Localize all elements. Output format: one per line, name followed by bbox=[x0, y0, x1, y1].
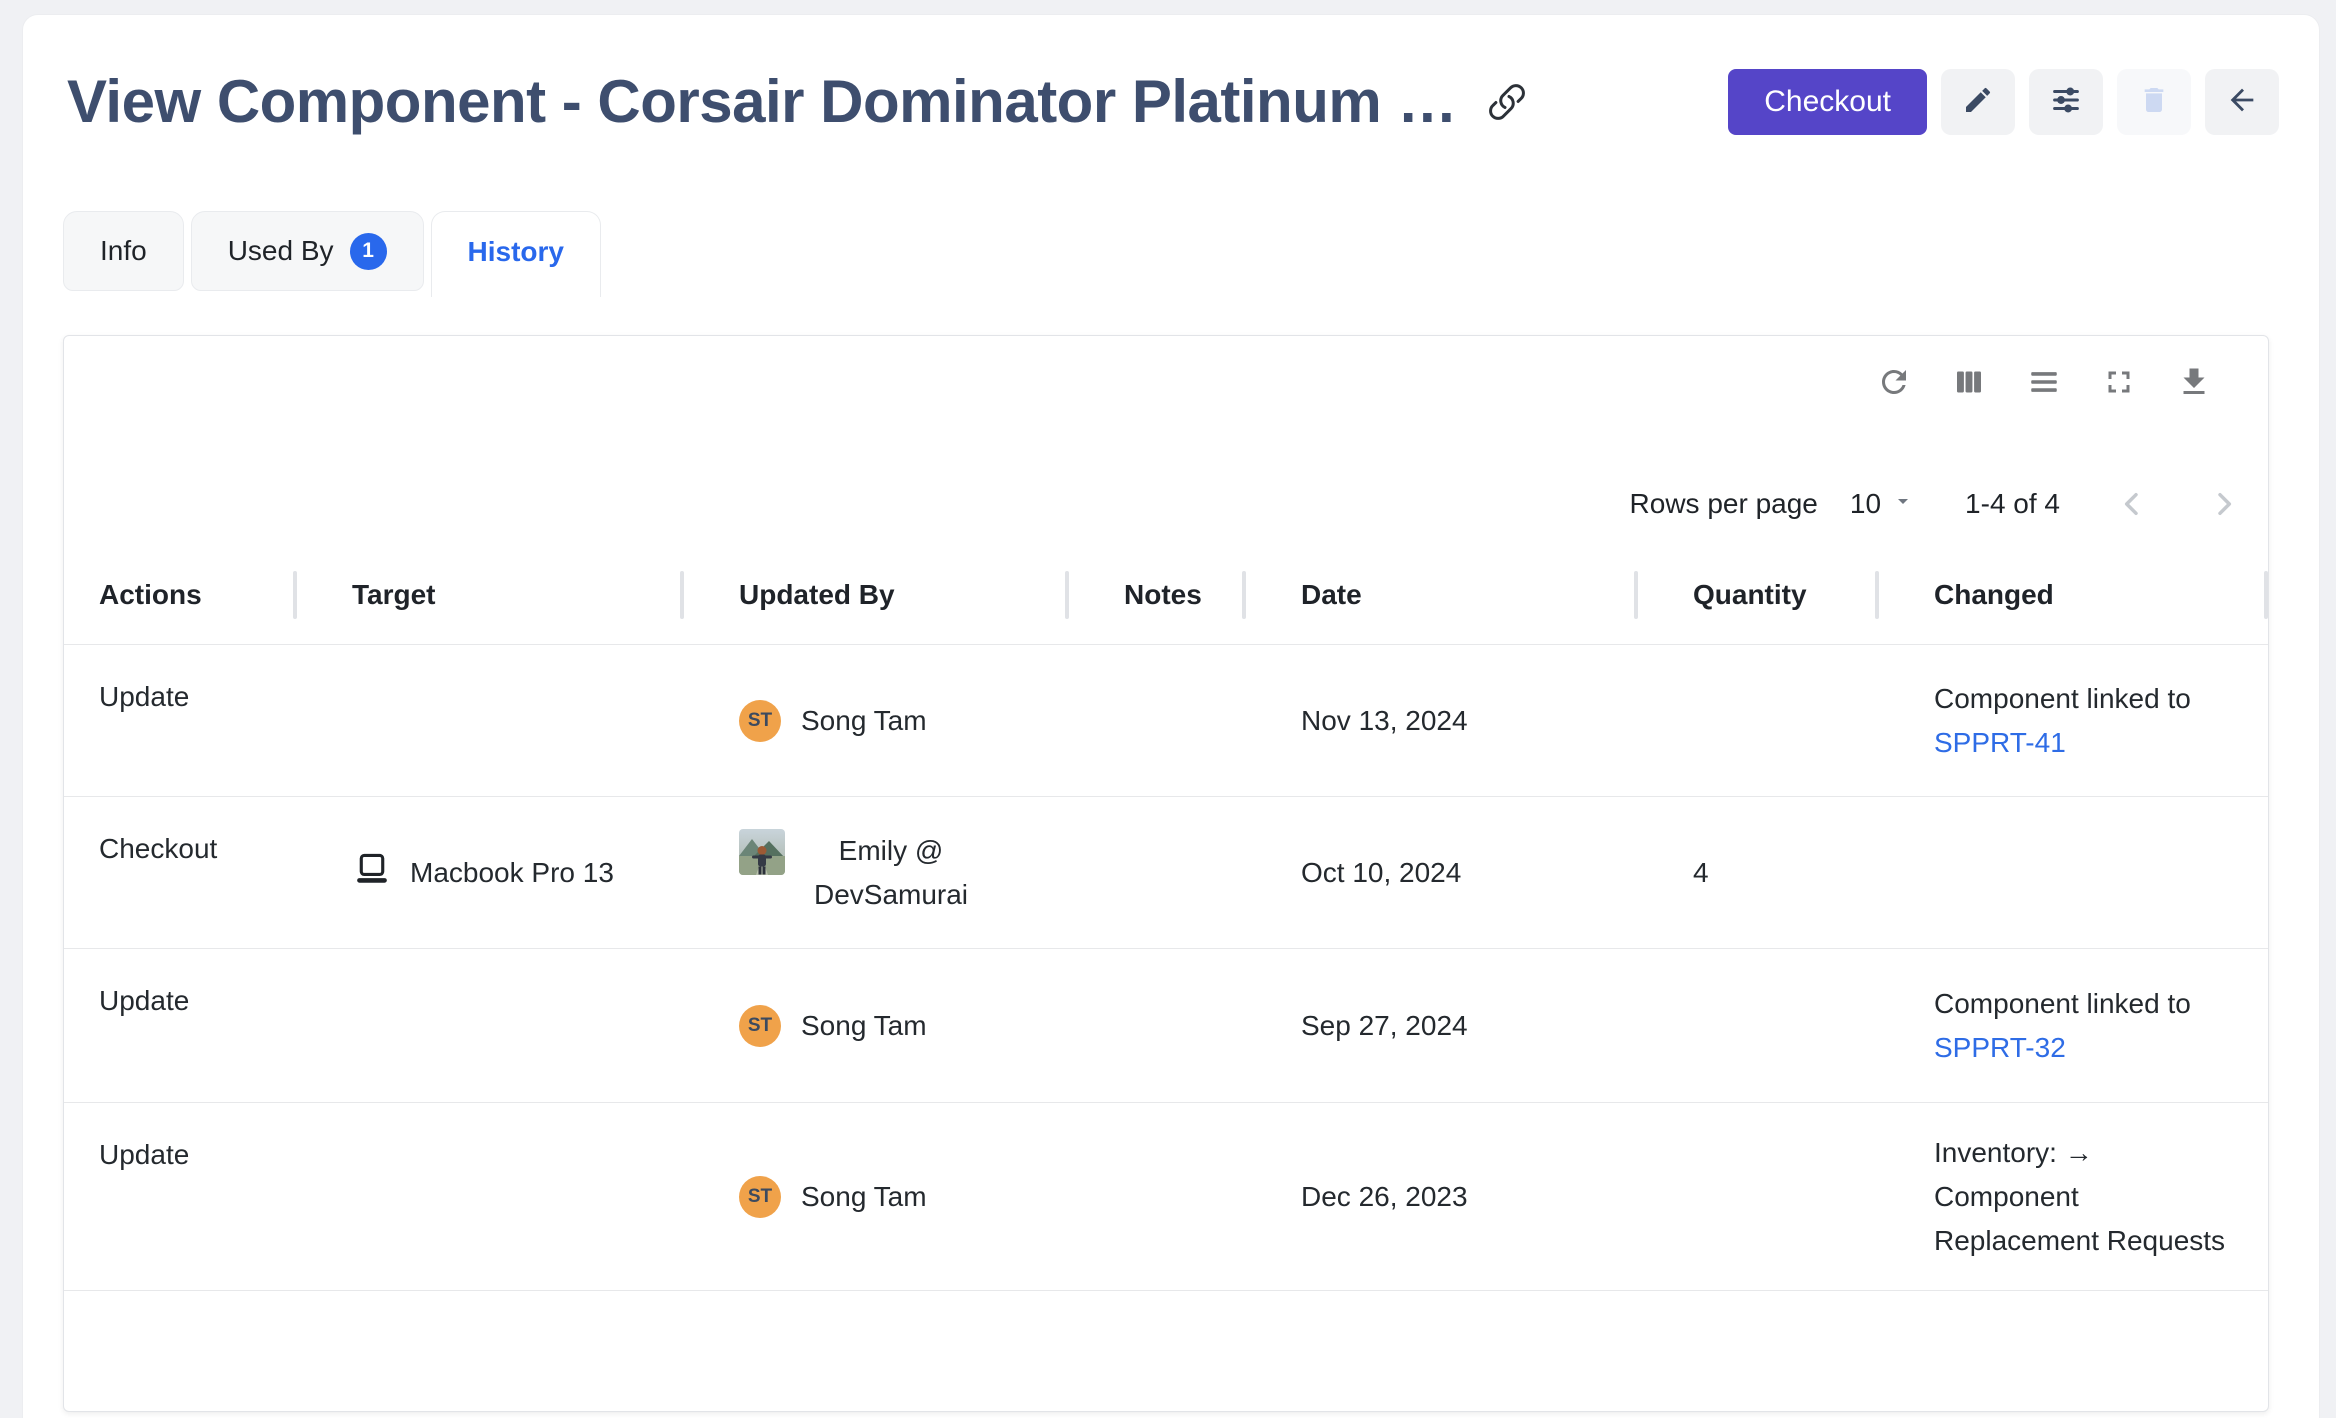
cell-updated-by: ST Song Tam bbox=[684, 1103, 1069, 1290]
checkout-button[interactable]: Checkout bbox=[1728, 69, 1927, 135]
cell-action: Update bbox=[64, 1103, 297, 1290]
cell-target bbox=[297, 645, 684, 796]
cell-changed: Component linked to SPPRT-41 bbox=[1879, 645, 2268, 796]
cell-quantity bbox=[1638, 949, 1879, 1102]
pagination-bar: Rows per page 10 1-4 of 4 bbox=[64, 476, 2268, 532]
cell-action: Update bbox=[64, 645, 297, 796]
sliders-icon bbox=[2049, 83, 2083, 120]
table-footer-spacer bbox=[64, 1291, 2268, 1411]
table-row: Checkout Macbook Pro 13 bbox=[64, 797, 2268, 949]
page-header: View Component - Corsair Dominator Plati… bbox=[63, 67, 2279, 136]
cell-action: Checkout bbox=[64, 797, 297, 948]
column-header-notes: Notes bbox=[1069, 545, 1246, 644]
changed-text: Component bbox=[1934, 1175, 2225, 1219]
table-row: Update ST Song Tam Dec 26, 2023 Inventor… bbox=[64, 1103, 2268, 1291]
pencil-icon bbox=[1962, 84, 1994, 119]
user-name: Song Tam bbox=[801, 699, 927, 743]
previous-page-button[interactable] bbox=[2112, 484, 2152, 524]
table-toolbar bbox=[64, 364, 2268, 400]
app-container: View Component - Corsair Dominator Plati… bbox=[22, 14, 2320, 1418]
cell-notes bbox=[1069, 1103, 1246, 1290]
fullscreen-icon[interactable] bbox=[2101, 364, 2137, 400]
edit-button[interactable] bbox=[1941, 69, 2015, 135]
cell-action: Update bbox=[64, 949, 297, 1102]
cell-notes bbox=[1069, 645, 1246, 796]
trash-icon bbox=[2138, 84, 2170, 119]
avatar: ST bbox=[739, 1176, 781, 1218]
page-title: View Component - Corsair Dominator Plati… bbox=[67, 67, 1457, 136]
cell-quantity bbox=[1638, 1103, 1879, 1290]
laptop-icon bbox=[352, 853, 392, 893]
cell-changed: Component linked to SPPRT-32 bbox=[1879, 949, 2268, 1102]
column-header-actions: Actions bbox=[64, 545, 297, 644]
settings-button[interactable] bbox=[2029, 69, 2103, 135]
changed-text: Component linked to bbox=[1934, 677, 2191, 721]
table-row: Update ST Song Tam Sep 27, 2024 Componen… bbox=[64, 949, 2268, 1103]
user-name: Song Tam bbox=[801, 1175, 927, 1219]
columns-icon[interactable] bbox=[1951, 364, 1987, 400]
cell-updated-by: ST Song Tam bbox=[684, 645, 1069, 796]
tab-history[interactable]: History bbox=[431, 211, 601, 297]
cell-target bbox=[297, 1103, 684, 1290]
tab-used-by[interactable]: Used By 1 bbox=[191, 211, 424, 291]
tab-info[interactable]: Info bbox=[63, 211, 184, 291]
cell-date: Oct 10, 2024 bbox=[1246, 797, 1638, 948]
cell-updated-by: ST Song Tam bbox=[684, 949, 1069, 1102]
delete-button[interactable] bbox=[2117, 69, 2191, 135]
cell-changed bbox=[1879, 797, 2268, 948]
avatar bbox=[739, 829, 785, 875]
back-button[interactable] bbox=[2205, 69, 2279, 135]
rows-per-page-value: 10 bbox=[1850, 488, 1881, 520]
column-header-updated-by: Updated By bbox=[684, 545, 1069, 644]
cell-notes bbox=[1069, 797, 1246, 948]
column-header-target: Target bbox=[297, 545, 684, 644]
rows-per-page-label: Rows per page bbox=[1630, 488, 1818, 520]
caret-down-icon bbox=[1891, 488, 1915, 520]
rows-per-page-select[interactable]: 10 bbox=[1850, 488, 1915, 520]
used-by-count-badge: 1 bbox=[350, 233, 387, 270]
cell-quantity bbox=[1638, 645, 1879, 796]
tab-bar: Info Used By 1 History bbox=[63, 211, 2279, 297]
tab-used-by-label: Used By bbox=[228, 235, 334, 267]
issue-link[interactable]: SPPRT-32 bbox=[1934, 1026, 2191, 1070]
cell-updated-by: Emily @ DevSamurai bbox=[684, 797, 1069, 948]
cell-target bbox=[297, 949, 684, 1102]
pagination-range: 1-4 of 4 bbox=[1965, 488, 2060, 520]
header-actions: Checkout bbox=[1728, 69, 2279, 135]
table-header-row: Actions Target Updated By Notes Date Qua… bbox=[64, 545, 2268, 645]
tab-history-label: History bbox=[468, 236, 564, 268]
density-icon[interactable] bbox=[2026, 364, 2062, 400]
column-header-changed: Changed bbox=[1879, 545, 2268, 644]
cell-target: Macbook Pro 13 bbox=[297, 797, 684, 948]
user-name: Song Tam bbox=[801, 1004, 927, 1048]
refresh-icon[interactable] bbox=[1876, 364, 1912, 400]
avatar: ST bbox=[739, 1005, 781, 1047]
user-name: Emily @ DevSamurai bbox=[805, 829, 977, 917]
changed-text: Inventory: → bbox=[1934, 1131, 2225, 1175]
cell-date: Sep 27, 2024 bbox=[1246, 949, 1638, 1102]
cell-quantity: 4 bbox=[1638, 797, 1879, 948]
target-label[interactable]: Macbook Pro 13 bbox=[410, 857, 614, 889]
download-icon[interactable] bbox=[2176, 364, 2212, 400]
tab-info-label: Info bbox=[100, 235, 147, 267]
arrow-left-icon bbox=[2225, 83, 2259, 120]
avatar: ST bbox=[739, 700, 781, 742]
history-table-card: Rows per page 10 1-4 of 4 Actions Target… bbox=[63, 335, 2269, 1412]
column-header-date: Date bbox=[1246, 545, 1638, 644]
next-page-button[interactable] bbox=[2204, 484, 2244, 524]
issue-link[interactable]: SPPRT-41 bbox=[1934, 721, 2191, 765]
cell-changed: Inventory: → Component Replacement Reque… bbox=[1879, 1103, 2268, 1290]
column-header-quantity: Quantity bbox=[1638, 545, 1879, 644]
changed-text: Replacement Requests bbox=[1934, 1219, 2225, 1263]
cell-date: Dec 26, 2023 bbox=[1246, 1103, 1638, 1290]
cell-date: Nov 13, 2024 bbox=[1246, 645, 1638, 796]
copy-link-icon[interactable] bbox=[1487, 82, 1527, 122]
cell-notes bbox=[1069, 949, 1246, 1102]
table-row: Update ST Song Tam Nov 13, 2024 Componen… bbox=[64, 645, 2268, 797]
changed-text: Component linked to bbox=[1934, 982, 2191, 1026]
